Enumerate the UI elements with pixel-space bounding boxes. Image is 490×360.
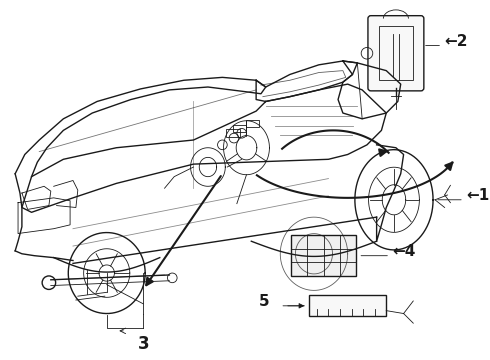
Bar xyxy=(226,130,240,137)
Text: 3: 3 xyxy=(138,336,149,354)
Bar xyxy=(309,295,386,316)
FancyBboxPatch shape xyxy=(368,16,424,91)
Text: ←4: ←4 xyxy=(392,244,416,259)
Bar xyxy=(233,125,246,132)
Text: ←2: ←2 xyxy=(444,34,467,49)
Bar xyxy=(291,235,356,276)
Bar xyxy=(379,26,413,80)
Bar xyxy=(245,120,259,127)
Text: ←1: ←1 xyxy=(466,188,489,203)
Text: 5: 5 xyxy=(259,294,270,310)
